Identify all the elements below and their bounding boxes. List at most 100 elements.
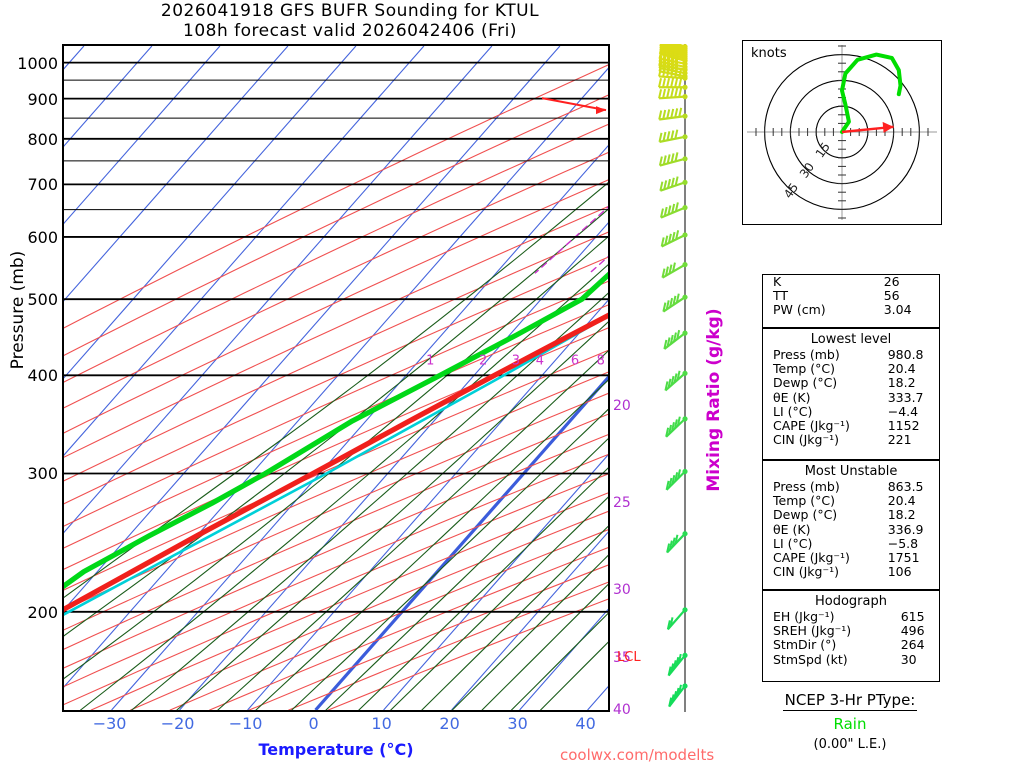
- stat-row: CIN (Jkg⁻¹) 106: [763, 565, 939, 579]
- stat-label: Dewp (°C): [773, 507, 838, 523]
- pressure-tick-1000: 1000: [17, 53, 58, 73]
- stat-value: 221: [887, 432, 912, 448]
- stat-value: 20.4: [887, 493, 916, 509]
- most-unstable-heading: Most Unstable: [804, 464, 898, 479]
- stat-label: Temp (°C): [773, 493, 836, 509]
- watermark: coolwx.com/modelts: [560, 746, 715, 764]
- stat-row: LI (°C) −5.8: [763, 535, 939, 551]
- temperature-tick-20: 20: [439, 714, 460, 733]
- pressure-tick-600: 600: [27, 227, 58, 247]
- stat-value: 264: [900, 637, 925, 653]
- temperature-axis: −30 −20 −10 0 10 20 30 40: [62, 714, 610, 740]
- stability-indices-panel: K 26 TT 56 PW (cm) 3.04: [762, 274, 940, 328]
- stat-label: K: [773, 274, 782, 289]
- stat-row: CAPE (Jkg⁻¹) 1152: [763, 418, 939, 434]
- stat-value: 863.5: [887, 479, 924, 494]
- stat-label: CAPE (Jkg⁻¹): [773, 418, 850, 434]
- page-subtitle: 108h forecast valid 2026042406 (Fri): [183, 21, 517, 41]
- hodograph-stats-heading: Hodograph: [815, 594, 887, 609]
- stat-label: Press (mb): [773, 347, 840, 362]
- svg-text:30: 30: [797, 160, 817, 181]
- stat-label: CIN (Jkg⁻¹): [773, 432, 839, 448]
- stat-value: 336.9: [887, 521, 924, 537]
- stat-label: StmDir (°): [773, 637, 837, 653]
- mixing-ratio-right-35: 35: [613, 650, 631, 666]
- stat-row: EH (Jkg⁻¹) 615: [763, 609, 939, 624]
- stat-row: StmSpd (kt) 30: [763, 651, 939, 667]
- pressure-tick-300: 300: [27, 464, 58, 484]
- skewt-plot-area[interactable]: 1 2 3 4 6 8: [62, 44, 610, 712]
- lowest-level-table: Press (mb) 980.8 Temp (°C) 20.4 Dewp (°C) 18.…: [763, 347, 939, 447]
- mixing-ratio-right-25: 25: [613, 495, 631, 511]
- svg-text:2: 2: [479, 354, 487, 369]
- stability-indices-table: K 26 TT 56 PW (cm) 3.04: [763, 274, 939, 318]
- stat-value: 1152: [887, 418, 920, 434]
- stat-label: θE (K): [773, 521, 811, 537]
- stat-label: EH (Jkg⁻¹): [773, 609, 835, 624]
- pressure-tick-800: 800: [27, 129, 58, 149]
- stat-row: θE (K) 336.9: [763, 521, 939, 537]
- hodograph-units-label: knots: [751, 46, 787, 61]
- hodograph-panel[interactable]: knots 15 30 45: [742, 40, 942, 225]
- page-title: 2026041918 GFS BUFR Sounding for KTUL: [160, 1, 540, 21]
- stat-label: Press (mb): [773, 479, 840, 494]
- temperature-axis-title: Temperature (°C): [258, 740, 414, 759]
- stat-value: 1751: [887, 550, 920, 566]
- svg-text:3: 3: [512, 354, 520, 369]
- stat-row: Dewp (°C) 18.2: [763, 508, 939, 522]
- lowest-level-panel: Lowest level Press (mb) 980.8 Temp (°C) 20.…: [762, 328, 940, 460]
- stat-label: CIN (Jkg⁻¹): [773, 564, 839, 580]
- stat-row: CIN (Jkg⁻¹) 221: [763, 433, 939, 447]
- pressure-tick-900: 900: [27, 89, 58, 109]
- stat-row: PW (cm) 3.04: [763, 303, 939, 317]
- stat-value: 26: [883, 274, 900, 289]
- stat-label: θE (K): [773, 389, 811, 405]
- stat-row: TT 56: [763, 289, 939, 303]
- stat-value: 106: [887, 564, 912, 580]
- stat-value: 333.7: [887, 389, 924, 405]
- stat-row: Press (mb) 863.5: [763, 479, 939, 494]
- stat-value: 18.2: [887, 507, 916, 523]
- stat-row: SREH (Jkg⁻¹) 496: [763, 624, 939, 638]
- stat-row: LI (°C) −4.4: [763, 403, 939, 419]
- lowest-level-heading: Lowest level: [810, 332, 892, 347]
- most-unstable-table: Press (mb) 863.5 Temp (°C) 20.4 Dewp (°C) 18.…: [763, 479, 939, 579]
- stat-value: 18.2: [887, 375, 916, 391]
- stat-value: 30: [900, 651, 917, 667]
- stat-value: 496: [900, 623, 925, 639]
- pressure-axis: 200 300 400 500 600 700 800 900 1000: [0, 44, 58, 712]
- stat-label: PW (cm): [773, 302, 826, 318]
- mixing-ratio-right-40: 40: [613, 702, 631, 718]
- stat-row: Temp (°C) 20.4: [763, 494, 939, 508]
- temperature-tick-0: 0: [308, 714, 319, 733]
- stat-label: Dewp (°C): [773, 375, 838, 391]
- temperature-tick-10: 10: [371, 714, 392, 733]
- stat-label: TT: [773, 288, 789, 304]
- stat-row: θE (K) 333.7: [763, 389, 939, 405]
- stat-label: SREH (Jkg⁻¹): [773, 623, 852, 639]
- stat-value: 56: [883, 288, 900, 304]
- stat-label: Temp (°C): [773, 361, 836, 377]
- stat-row: Temp (°C) 20.4: [763, 362, 939, 376]
- temperature-tick--20: −20: [160, 714, 195, 733]
- stat-label: LI (°C): [773, 535, 813, 551]
- stat-row: Press (mb) 980.8: [763, 347, 939, 362]
- pressure-tick-700: 700: [27, 175, 58, 195]
- stat-value: 3.04: [883, 302, 912, 318]
- svg-text:4: 4: [536, 354, 544, 369]
- hodograph-stats-panel: Hodograph EH (Jkg⁻¹) 615 SREH (Jkg⁻¹) 496 St…: [762, 590, 940, 682]
- mixing-ratio-right-30: 30: [613, 582, 631, 598]
- stat-value: −4.4: [887, 403, 919, 419]
- ptype-value: Rain: [833, 715, 867, 733]
- most-unstable-panel: Most Unstable Press (mb) 863.5 Temp (°C) 20…: [762, 460, 940, 590]
- stat-value: −5.8: [887, 535, 919, 551]
- temperature-tick--30: −30: [92, 714, 127, 733]
- hodograph-stats-table: EH (Jkg⁻¹) 615 SREH (Jkg⁻¹) 496 StmDir (°) 26…: [763, 609, 939, 667]
- temperature-tick-30: 30: [507, 714, 528, 733]
- ptype-section: NCEP 3-Hr PType: Rain (0.00" L.E.): [730, 690, 970, 752]
- stat-label: StmSpd (kt): [773, 651, 848, 667]
- svg-text:15: 15: [813, 140, 833, 161]
- ptype-amount: (0.00" L.E.): [813, 737, 887, 752]
- temperature-tick-40: 40: [575, 714, 596, 733]
